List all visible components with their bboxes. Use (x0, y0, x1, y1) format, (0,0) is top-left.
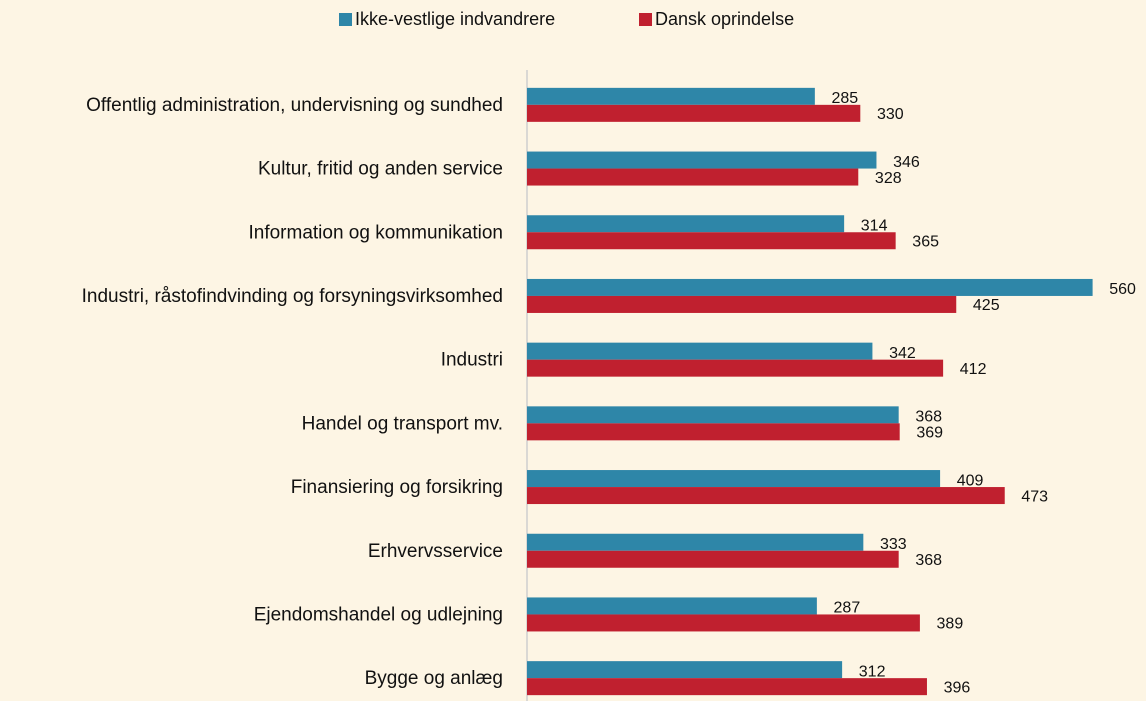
bar (527, 423, 900, 441)
value-label: 333 (880, 536, 907, 553)
category-label: Industri, råstofindvinding og forsynings… (82, 286, 503, 307)
value-label: 368 (915, 409, 942, 426)
bar (527, 168, 859, 186)
category-label: Handel og transport mv. (302, 413, 503, 434)
value-label: 412 (960, 361, 987, 378)
value-label: 560 (1109, 281, 1136, 298)
value-label: 330 (877, 106, 904, 123)
bar (527, 661, 843, 679)
value-label: 346 (893, 154, 920, 171)
value-label: 365 (912, 233, 939, 250)
legend-swatch (339, 13, 352, 26)
bar (527, 470, 941, 488)
legend-swatch (639, 13, 652, 26)
bar (527, 104, 861, 122)
bar (527, 550, 899, 568)
bar (527, 87, 815, 105)
value-label: 342 (889, 345, 916, 362)
legend-label: Ikke-vestlige indvandrere (355, 9, 555, 29)
value-label: 396 (944, 679, 971, 696)
value-label: 389 (937, 616, 964, 633)
value-label: 285 (831, 90, 858, 107)
value-label: 312 (859, 663, 886, 680)
bar (527, 278, 1093, 296)
bar (527, 232, 896, 250)
value-label: 314 (861, 217, 888, 234)
bar (527, 215, 845, 233)
category-label: Industri (441, 350, 503, 371)
bar (527, 406, 899, 424)
bar (527, 295, 957, 313)
value-label: 473 (1021, 488, 1048, 505)
category-label: Bygge og anlæg (365, 668, 503, 689)
bar (527, 487, 1005, 505)
value-label: 369 (916, 425, 943, 442)
category-label: Offentlig administration, undervisning o… (86, 95, 503, 116)
bar (527, 678, 927, 696)
value-label: 425 (973, 297, 1000, 314)
bar (527, 597, 817, 615)
bar (527, 359, 944, 377)
category-label: Kultur, fritid og anden service (258, 159, 503, 180)
bar (527, 614, 920, 632)
bar (527, 151, 877, 169)
value-label: 328 (875, 170, 902, 187)
category-label: Finansiering og forsikring (291, 477, 503, 498)
value-label: 368 (915, 552, 942, 569)
value-label: 409 (957, 472, 984, 489)
category-label: Information og kommunikation (248, 222, 503, 243)
category-label: Erhvervsservice (368, 541, 503, 562)
bar (527, 533, 864, 551)
category-label: Ejendomshandel og udlejning (254, 604, 503, 625)
bar (527, 342, 873, 360)
legend-label: Dansk oprindelse (655, 9, 794, 29)
value-label: 287 (834, 600, 861, 617)
